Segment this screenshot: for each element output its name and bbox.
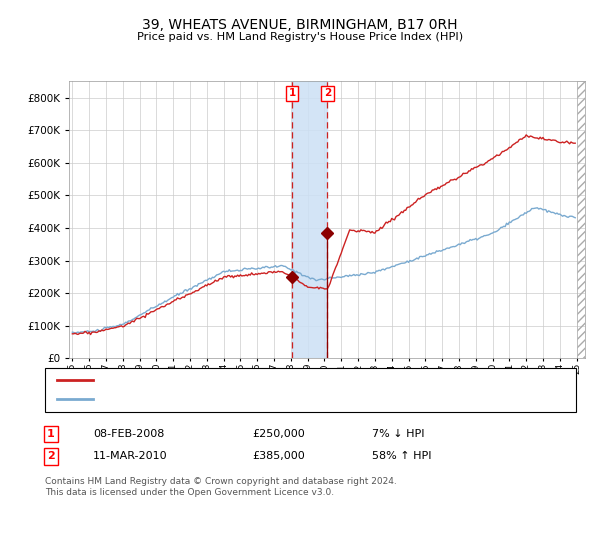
Text: 11-MAR-2010: 11-MAR-2010 [93,451,167,461]
Text: Contains HM Land Registry data © Crown copyright and database right 2024.
This d: Contains HM Land Registry data © Crown c… [45,477,397,497]
Text: 1: 1 [289,88,296,98]
Text: £385,000: £385,000 [252,451,305,461]
Text: 39, WHEATS AVENUE, BIRMINGHAM, B17 0RH: 39, WHEATS AVENUE, BIRMINGHAM, B17 0RH [142,18,458,32]
Bar [292,81,328,358]
Text: 1: 1 [47,429,55,439]
Text: 39, WHEATS AVENUE, BIRMINGHAM, B17 0RH (detached house): 39, WHEATS AVENUE, BIRMINGHAM, B17 0RH (… [99,375,430,385]
Text: HPI: Average price, detached house, Birmingham: HPI: Average price, detached house, Birm… [99,394,356,404]
Text: £250,000: £250,000 [252,429,305,439]
Text: 2: 2 [324,88,331,98]
Text: 58% ↑ HPI: 58% ↑ HPI [372,451,431,461]
Text: Price paid vs. HM Land Registry's House Price Index (HPI): Price paid vs. HM Land Registry's House … [137,32,463,43]
Text: 08-FEB-2008: 08-FEB-2008 [93,429,164,439]
Text: 2: 2 [47,451,55,461]
Text: 7% ↓ HPI: 7% ↓ HPI [372,429,425,439]
